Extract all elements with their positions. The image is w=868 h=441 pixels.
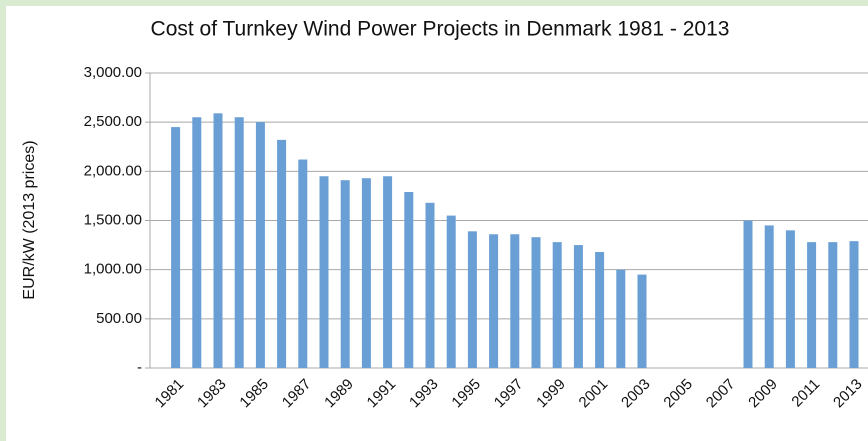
bar	[785, 230, 795, 368]
y-tick-label: 2,000.00	[84, 162, 142, 179]
y-axis-label: EUR/kW (2013 prices)	[21, 140, 38, 299]
bar	[234, 117, 244, 368]
bar	[277, 139, 287, 368]
bar	[213, 113, 223, 368]
bar	[531, 237, 541, 368]
bar	[595, 251, 605, 368]
bar	[510, 234, 520, 368]
bar	[298, 159, 308, 368]
bar	[192, 117, 202, 368]
bar	[849, 241, 859, 368]
bar	[404, 191, 414, 368]
bar	[255, 122, 265, 369]
bar	[828, 242, 838, 368]
bar	[467, 231, 477, 368]
y-tick-label: 2,500.00	[84, 113, 142, 130]
bar	[446, 215, 456, 368]
y-tick-label: 3,000.00	[84, 64, 142, 81]
bar	[361, 178, 371, 368]
bar	[489, 234, 499, 368]
bar	[637, 274, 647, 368]
bar	[340, 180, 350, 368]
y-tick-label: -	[137, 359, 142, 376]
y-tick-label: 1,500.00	[84, 211, 142, 228]
bar	[319, 176, 329, 368]
bar	[807, 242, 817, 368]
bar	[743, 220, 753, 368]
chart-title: Cost of Turnkey Wind Power Projects in D…	[151, 18, 730, 41]
bar	[383, 176, 393, 368]
y-tick-label: 1,000.00	[84, 261, 142, 278]
bar	[764, 225, 774, 368]
y-tick-label: 500.00	[96, 310, 142, 327]
bar	[552, 242, 562, 368]
bar	[171, 127, 181, 368]
bar	[425, 202, 435, 368]
bar	[573, 245, 583, 368]
bar	[616, 269, 626, 368]
